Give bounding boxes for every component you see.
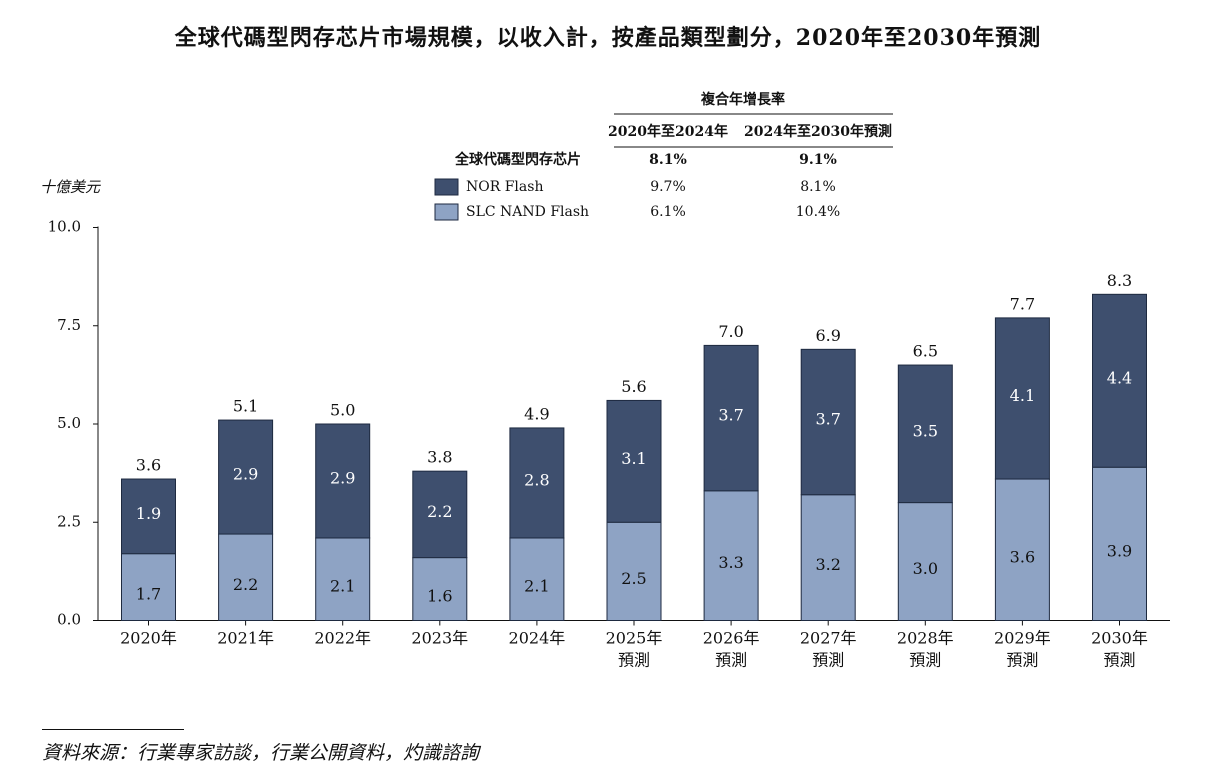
y-tick-label: 5.0: [57, 414, 81, 432]
bar-slc-nand-9: [897, 502, 953, 622]
bar-slc-nand-7: [703, 490, 759, 621]
label-total-11: 8.3: [1107, 271, 1132, 290]
label-nor-10: 4.1: [1010, 386, 1035, 405]
y-tick-label: 2.5: [57, 512, 81, 530]
bar-slc-nand-5: [509, 537, 565, 621]
label-slc-nand-9: 3.0: [913, 559, 938, 578]
x-tick-label-6-sub: 預測: [618, 651, 650, 670]
label-nor-8: 3.7: [815, 410, 840, 429]
label-total-2: 5.1: [233, 397, 258, 416]
label-slc-nand-6: 2.5: [621, 569, 646, 588]
bar-slc-nand-10: [994, 478, 1050, 621]
x-tick-label-8-sub: 預測: [812, 651, 844, 670]
label-slc-nand-7: 3.3: [718, 553, 743, 572]
label-total-5: 4.9: [524, 404, 549, 423]
label-total-7: 7.0: [718, 322, 743, 341]
bar-slc-nand-1: [121, 553, 176, 621]
cagr-header: 複合年增長率: [700, 91, 785, 108]
source-note: 資料來源：行業專家訪談，行業公開資料，灼識諮詢: [42, 742, 480, 764]
x-tick-label-5: 2024年: [509, 629, 566, 648]
x-tick-label-10: 2029年: [994, 629, 1051, 648]
bar-nor-9: [897, 364, 953, 504]
label-slc-nand-10: 3.6: [1010, 547, 1035, 566]
x-tick-label-3: 2022年: [314, 629, 371, 648]
x-tick-label-4: 2023年: [411, 629, 468, 648]
bar-nor-3: [315, 423, 371, 539]
source-divider: [42, 729, 184, 730]
label-slc-nand-4: 1.6: [427, 587, 452, 606]
label-slc-nand-2: 2.2: [233, 575, 258, 594]
label-slc-nand-11: 3.9: [1107, 541, 1132, 560]
label-nor-2: 2.9: [233, 465, 258, 484]
cagr-value-3-2: 10.4%: [796, 204, 840, 220]
bar-slc-nand-11: [1092, 466, 1147, 622]
bar-slc-nand-4: [412, 557, 468, 621]
chart-title: 全球代碼型閃存芯片市場規模，以收入計，按產品類型劃分，2020年至2030年預測: [174, 25, 1042, 51]
x-tick-label-6: 2025年: [606, 629, 663, 648]
legend-label-slc-nand: SLC NAND Flash: [466, 204, 589, 220]
x-tick-label-7: 2026年: [703, 629, 760, 648]
y-tick-label: 7.5: [57, 316, 81, 334]
legend-label-nor: NOR Flash: [466, 179, 543, 195]
label-nor-6: 3.1: [621, 449, 646, 468]
bar-nor-2: [218, 419, 274, 535]
bar-nor-7: [703, 344, 759, 492]
cagr-value-1-1: 8.1%: [649, 152, 687, 168]
x-tick-label-7-sub: 預測: [715, 651, 747, 670]
label-nor-9: 3.5: [913, 421, 938, 440]
label-slc-nand-8: 3.2: [815, 555, 840, 574]
cagr-value-3-1: 6.1%: [650, 204, 686, 220]
bar-nor-4: [412, 470, 468, 559]
x-tick-label-11-sub: 預測: [1103, 651, 1135, 670]
bar-nor-8: [800, 348, 856, 496]
label-total-3: 5.0: [330, 401, 355, 420]
label-total-1: 3.6: [136, 456, 161, 475]
label-slc-nand-1: 1.7: [136, 585, 161, 604]
label-slc-nand-5: 2.1: [524, 577, 549, 596]
bar-slc-nand-6: [606, 521, 662, 621]
y-axis-label: 十億美元: [40, 178, 101, 196]
y-tick-label: 10.0: [48, 218, 81, 236]
x-tick-label-10-sub: 預測: [1006, 651, 1038, 670]
cagr-value-2-2: 8.1%: [800, 179, 836, 195]
label-total-10: 7.7: [1010, 294, 1035, 313]
x-tick-label-9-sub: 預測: [909, 651, 941, 670]
x-tick-label-9: 2028年: [897, 629, 954, 648]
label-nor-1: 1.9: [136, 504, 161, 523]
label-total-9: 6.5: [913, 342, 938, 361]
label-nor-7: 3.7: [718, 406, 743, 425]
label-nor-11: 4.4: [1107, 368, 1132, 387]
bar-nor-10: [994, 317, 1050, 480]
bar-nor-5: [509, 427, 565, 539]
cagr-value-2-1: 9.7%: [650, 179, 686, 195]
cagr-col-1: 2020年至2024年: [608, 123, 728, 140]
legend-swatch-nor: [434, 178, 459, 196]
label-nor-3: 2.9: [330, 468, 355, 487]
x-tick-label-11: 2030年: [1091, 629, 1148, 648]
cagr-value-1-2: 9.1%: [799, 152, 837, 168]
label-slc-nand-3: 2.1: [330, 577, 355, 596]
bar-nor-6: [606, 399, 662, 523]
x-tick-label-1: 2020年: [120, 629, 177, 648]
legend-swatch-slc-nand: [434, 203, 459, 221]
cagr-col-2: 2024年至2030年預測: [744, 123, 892, 140]
label-nor-4: 2.2: [427, 502, 452, 521]
x-tick-label-8: 2027年: [800, 629, 857, 648]
y-tick-label: 0.0: [57, 611, 81, 629]
bar-nor-11: [1092, 293, 1147, 468]
label-total-4: 3.8: [427, 448, 452, 467]
label-total-8: 6.9: [815, 326, 840, 345]
label-nor-5: 2.8: [524, 470, 549, 489]
bar-slc-nand-3: [315, 537, 371, 621]
x-tick-label-2: 2021年: [217, 629, 274, 648]
cagr-row-label-total: 全球代碼型閃存芯片: [454, 151, 581, 168]
label-total-6: 5.6: [621, 377, 646, 396]
bar-slc-nand-8: [800, 494, 856, 621]
bar-nor-1: [121, 478, 176, 555]
